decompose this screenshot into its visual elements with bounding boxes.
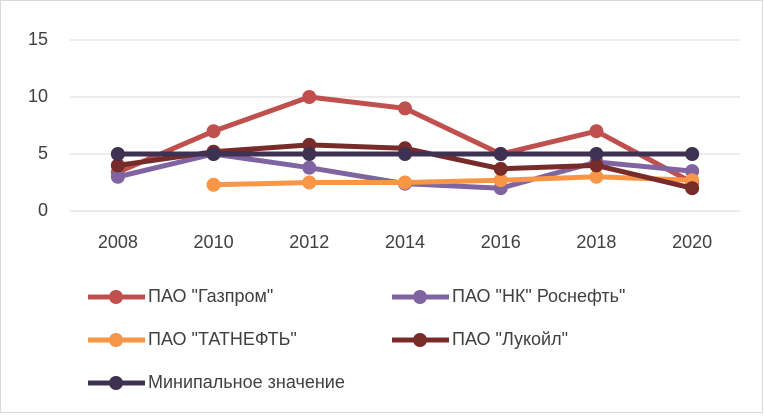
point <box>302 175 317 190</box>
legend-marker <box>413 333 427 347</box>
legend-marker <box>109 376 123 390</box>
point <box>206 177 221 192</box>
point <box>110 169 125 184</box>
legend-label: Минипальное значение <box>148 372 345 392</box>
x-tick-label: 2010 <box>194 232 234 252</box>
point <box>589 169 604 184</box>
point <box>493 147 508 161</box>
x-tick-label: 2012 <box>289 232 329 252</box>
point <box>685 147 700 161</box>
legend-label: ПАО "Газпром" <box>148 286 273 306</box>
point <box>206 124 221 139</box>
point <box>302 90 317 104</box>
x-tick-label: 2020 <box>672 232 712 252</box>
y-tick-label: 5 <box>38 143 48 163</box>
x-tick-label: 2016 <box>481 232 521 252</box>
point <box>398 101 412 116</box>
legend-marker <box>413 290 427 304</box>
point <box>110 158 125 173</box>
x-tick-label: 2008 <box>98 232 138 252</box>
point <box>110 147 125 161</box>
point <box>589 124 604 139</box>
series-line <box>213 174 693 188</box>
point <box>685 181 700 196</box>
point <box>493 173 508 188</box>
point <box>398 175 412 190</box>
y-tick-label: 10 <box>28 86 48 106</box>
point <box>302 147 317 161</box>
legend-label: ПАО "Лукойл" <box>452 329 568 349</box>
point <box>493 161 508 176</box>
point <box>302 160 317 175</box>
legend-label: ПАО "ТАТНЕФТЬ" <box>148 329 297 349</box>
x-tick-label: 2018 <box>576 232 616 252</box>
y-tick-label: 0 <box>38 200 48 220</box>
point <box>398 147 412 161</box>
point <box>589 147 604 161</box>
legend-marker <box>109 333 123 347</box>
y-tick-label: 15 <box>28 29 48 49</box>
legend-label: ПАО "НК" Роснефть" <box>452 286 625 306</box>
point <box>206 147 221 161</box>
legend-marker <box>109 290 123 304</box>
point <box>589 158 604 173</box>
x-tick-label: 2014 <box>385 232 425 252</box>
